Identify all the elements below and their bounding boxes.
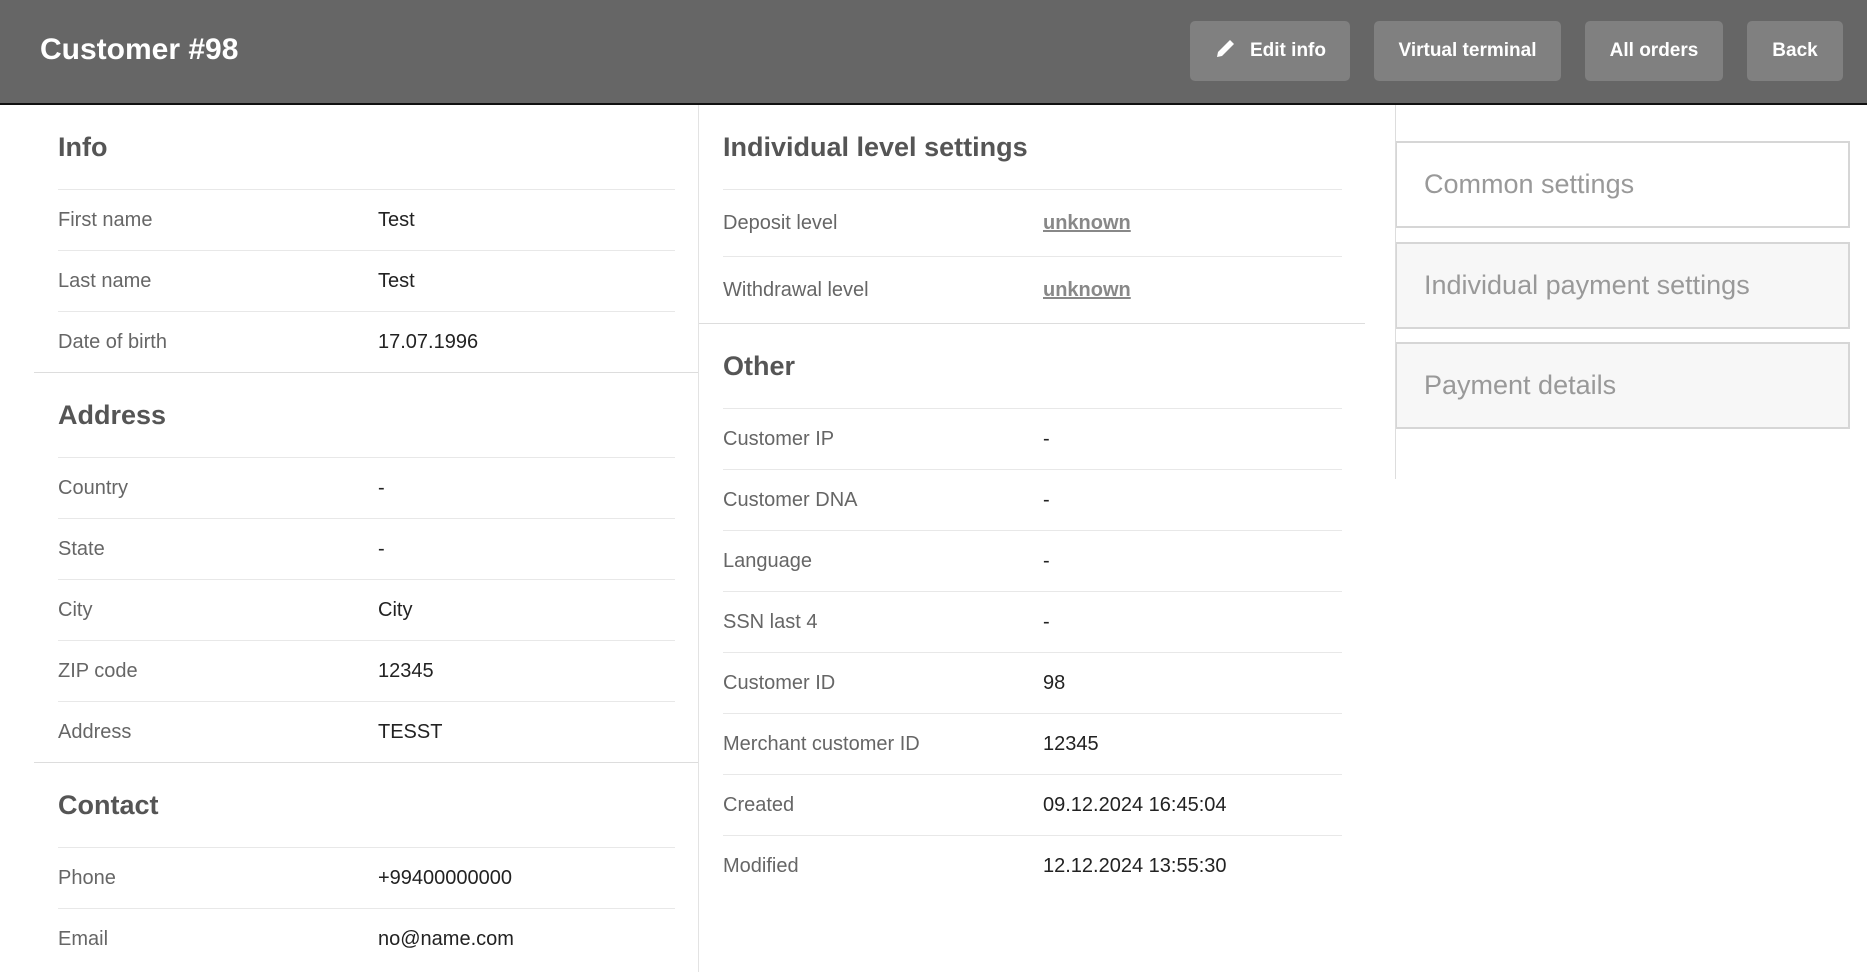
table-row: Created 09.12.2024 16:45:04 bbox=[723, 774, 1342, 835]
field-label: Created bbox=[723, 793, 795, 816]
field-value: Test bbox=[378, 208, 415, 231]
table-row: Address TESST bbox=[58, 701, 675, 762]
field-label: Modified bbox=[723, 854, 799, 877]
field-value: +99400000000 bbox=[378, 866, 513, 889]
field-value: - bbox=[1043, 610, 1050, 633]
virtual-terminal-button[interactable]: Virtual terminal bbox=[1374, 21, 1561, 81]
field-value: no@name.com bbox=[378, 927, 514, 950]
all-orders-button[interactable]: All orders bbox=[1585, 21, 1723, 81]
table-row: Last name Test bbox=[58, 250, 675, 311]
table-row: SSN last 4 - bbox=[723, 591, 1342, 652]
field-label: Language bbox=[723, 549, 812, 572]
field-label: City bbox=[58, 598, 93, 621]
table-row: Language - bbox=[723, 530, 1342, 591]
field-value: 98 bbox=[1043, 671, 1066, 694]
field-value: 12345 bbox=[1043, 732, 1099, 755]
table-row: Country - bbox=[58, 457, 675, 518]
nav-common-settings[interactable]: Common settings bbox=[1396, 141, 1850, 228]
table-row: State - bbox=[58, 518, 675, 579]
withdrawal-level-link[interactable]: unknown bbox=[1043, 278, 1131, 301]
middle-column: Individual level settings Deposit level u… bbox=[699, 105, 1365, 972]
field-label: Phone bbox=[58, 866, 116, 889]
info-section: Info First name Test Last name Test Date o… bbox=[34, 105, 698, 373]
nav-individual-payment-settings[interactable]: Individual payment settings bbox=[1396, 242, 1850, 329]
field-label: State bbox=[58, 537, 105, 560]
field-label: ZIP code bbox=[58, 659, 138, 682]
table-row: Phone +99400000000 bbox=[58, 847, 675, 908]
field-label: Country bbox=[58, 476, 129, 499]
table-row: Merchant customer ID 12345 bbox=[723, 713, 1342, 774]
table-row: Customer DNA - bbox=[723, 469, 1342, 530]
table-row: Modified 12.12.2024 13:55:30 bbox=[723, 835, 1342, 896]
table-row: Customer ID 98 bbox=[723, 652, 1342, 713]
section-title: Other bbox=[723, 350, 796, 381]
field-label: Address bbox=[58, 720, 132, 743]
section-title: Individual level settings bbox=[723, 131, 1028, 162]
section-title: Address bbox=[58, 399, 167, 430]
left-column: Info First name Test Last name Test Date o… bbox=[34, 105, 699, 972]
section-title: Info bbox=[58, 131, 108, 162]
field-label: Merchant customer ID bbox=[723, 732, 920, 755]
back-button[interactable]: Back bbox=[1747, 21, 1843, 81]
field-value: 17.07.1996 bbox=[378, 330, 479, 353]
table-row: Date of birth 17.07.1996 bbox=[58, 311, 675, 372]
page-header: Customer #98 Edit info Virtual terminal … bbox=[0, 0, 1867, 105]
field-value: TESST bbox=[378, 720, 443, 743]
table-row: City City bbox=[58, 579, 675, 640]
edit-info-button[interactable]: Edit info bbox=[1190, 21, 1350, 81]
pencil-icon bbox=[1214, 36, 1238, 66]
table-row: Customer IP - bbox=[723, 408, 1342, 469]
field-label: Customer DNA bbox=[723, 488, 858, 511]
settings-nav: Common settings Individual payment setti… bbox=[1395, 105, 1850, 479]
field-value: Test bbox=[378, 269, 415, 292]
field-label: Customer ID bbox=[723, 671, 836, 694]
section-title: Contact bbox=[58, 789, 159, 820]
field-label: Last name bbox=[58, 269, 152, 292]
field-value: - bbox=[1043, 488, 1050, 511]
field-label: Customer IP bbox=[723, 427, 835, 450]
field-value: 12.12.2024 13:55:30 bbox=[1043, 854, 1227, 877]
field-label: First name bbox=[58, 208, 153, 231]
field-value: - bbox=[378, 476, 385, 499]
field-label: SSN last 4 bbox=[723, 610, 818, 633]
field-value: - bbox=[378, 537, 385, 560]
edit-info-label: Edit info bbox=[1250, 40, 1326, 61]
nav-payment-details[interactable]: Payment details bbox=[1396, 342, 1850, 429]
field-value: - bbox=[1043, 427, 1050, 450]
field-label: Deposit level bbox=[723, 211, 838, 234]
table-row: ZIP code 12345 bbox=[58, 640, 675, 701]
field-value: 12345 bbox=[378, 659, 434, 682]
deposit-level-link[interactable]: unknown bbox=[1043, 211, 1131, 234]
address-section: Address Country - State - City City ZIP cod… bbox=[34, 373, 698, 763]
contact-section: Contact Phone +99400000000 Email no@name.c… bbox=[34, 763, 698, 969]
field-value: - bbox=[1043, 549, 1050, 572]
field-value: 09.12.2024 16:45:04 bbox=[1043, 793, 1227, 816]
field-label: Date of birth bbox=[58, 330, 167, 353]
table-row: First name Test bbox=[58, 189, 675, 250]
page-title: Customer #98 bbox=[40, 33, 239, 66]
level-settings-section: Individual level settings Deposit level u… bbox=[699, 105, 1365, 324]
table-row: Withdrawal level unknown bbox=[723, 256, 1342, 323]
other-section: Other Customer IP - Customer DNA - Languag… bbox=[699, 324, 1365, 896]
table-row: Email no@name.com bbox=[58, 908, 675, 969]
field-label: Email bbox=[58, 927, 109, 950]
field-value: City bbox=[378, 598, 413, 621]
table-row: Deposit level unknown bbox=[723, 189, 1342, 256]
field-label: Withdrawal level bbox=[723, 278, 869, 301]
